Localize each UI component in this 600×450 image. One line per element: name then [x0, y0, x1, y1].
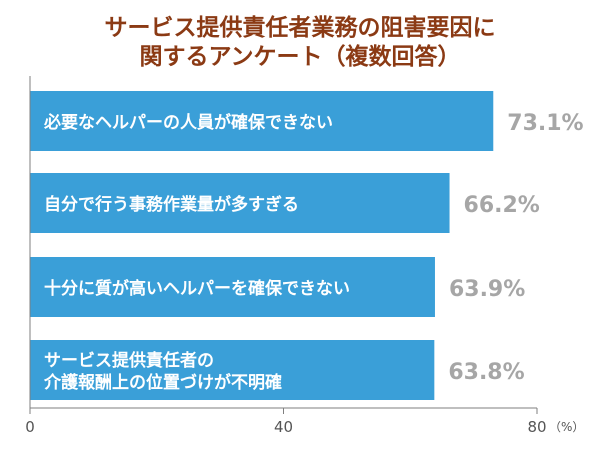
- value-label-2: 66.2%: [464, 193, 540, 218]
- chart-title-line-2: 関するアンケート（複数回答）: [139, 44, 461, 70]
- x-axis-unit: （%）: [549, 420, 584, 434]
- x-tick-label-3: 80: [527, 418, 546, 436]
- bar-label-4-line-2: 介護報酬上の位置づけが不明確: [43, 372, 282, 393]
- chart-title: サービス提供責任者業務の阻害要因に 関するアンケート（複数回答）: [0, 14, 600, 72]
- bar-label-3: 十分に質が高いヘルパーを確保できない: [44, 278, 350, 299]
- bar-1: [30, 91, 494, 151]
- bar-label-4-line-1: サービス提供責任者の: [44, 350, 214, 371]
- bar-4: [30, 340, 435, 400]
- bar-2: [30, 173, 450, 233]
- chart-title-line-1: サービス提供責任者業務の阻害要因に: [104, 15, 496, 41]
- bar-label-2: 自分で行う事務作業量が多すぎる: [44, 194, 299, 215]
- value-label-4: 63.8%: [448, 360, 524, 385]
- value-label-1: 73.1%: [507, 111, 583, 136]
- x-tick-label-2: 40: [274, 418, 293, 436]
- bar-label-1: 必要なヘルパーの人員が確保できない: [43, 112, 333, 133]
- bar-3: [30, 257, 435, 317]
- value-label-3: 63.9%: [449, 277, 525, 302]
- x-tick-label-1: 0: [25, 418, 35, 436]
